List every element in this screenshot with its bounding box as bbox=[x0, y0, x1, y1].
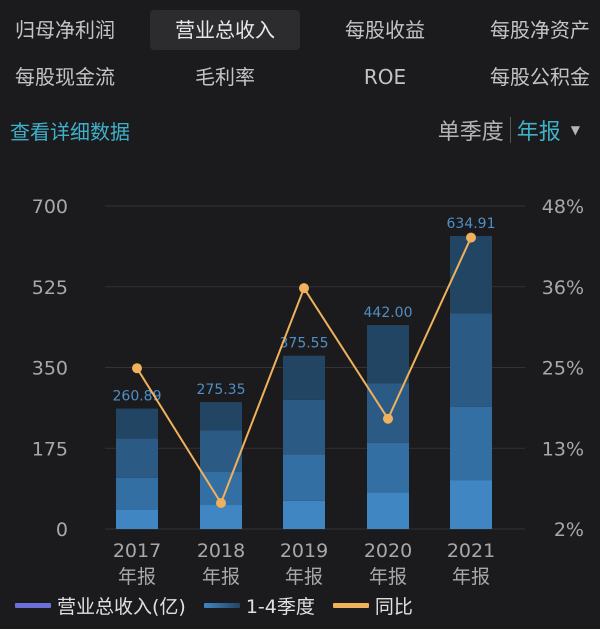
bar-segment-q3 bbox=[283, 399, 325, 455]
x-tick-suffix: 年报 bbox=[285, 566, 323, 588]
tab-4[interactable]: 每股现金流 bbox=[15, 65, 115, 89]
bar-total-label: 260.89 bbox=[113, 389, 162, 405]
tab-2[interactable]: 每股收益 bbox=[345, 18, 425, 42]
bar-segment-q3 bbox=[367, 383, 409, 443]
y-left-tick: 525 bbox=[32, 277, 68, 299]
view-detail-link[interactable]: 查看详细数据 bbox=[10, 120, 130, 144]
bar-segment-q1 bbox=[116, 509, 158, 529]
tab-3[interactable]: 每股净资产 bbox=[490, 18, 590, 42]
bar-segment-q4 bbox=[450, 236, 492, 314]
revenue-chart: 700 48% 525 36% 350 25% 175 13% 0 2% 260.89 2017 年报 2… bbox=[32, 196, 584, 588]
legend-swatch-quarters bbox=[203, 603, 240, 608]
y-left-tick: 175 bbox=[32, 438, 68, 460]
yoy-point bbox=[216, 498, 226, 509]
yoy-point bbox=[299, 283, 309, 294]
tab-7[interactable]: 每股公积金 bbox=[490, 65, 590, 89]
triangle-down-icon[interactable]: ▼ bbox=[570, 123, 580, 137]
y-left-tick: 700 bbox=[32, 196, 68, 218]
x-tick-suffix: 年报 bbox=[369, 566, 407, 588]
yoy-point bbox=[383, 413, 393, 424]
bar-segment-q4 bbox=[116, 408, 158, 439]
legend-swatch-revenue bbox=[15, 603, 51, 608]
x-tick-suffix: 年报 bbox=[202, 566, 240, 588]
y-left-tick: 350 bbox=[32, 358, 68, 380]
tab-0[interactable]: 归母净利润 bbox=[15, 18, 115, 42]
bar-segment-q2 bbox=[283, 454, 325, 501]
bar-segment-q3 bbox=[450, 313, 492, 407]
legend: 营业总收入(亿) 1-4季度 同比 bbox=[15, 592, 431, 619]
tab-6[interactable]: ROE bbox=[363, 65, 407, 89]
x-tick-year: 2020 bbox=[364, 540, 412, 562]
bar-segment-q4 bbox=[283, 355, 325, 400]
bar-segment-q1 bbox=[367, 492, 409, 529]
legend-item-yoy[interactable]: 同比 bbox=[332, 592, 413, 619]
bar-segment-q3 bbox=[116, 438, 158, 478]
bar-total-label: 634.91 bbox=[447, 216, 496, 232]
bar-segment-q2 bbox=[367, 442, 409, 493]
bar-segment-q2 bbox=[450, 406, 492, 481]
legend-item-revenue[interactable]: 营业总收入(亿) bbox=[15, 592, 186, 619]
bar-total-label: 275.35 bbox=[197, 382, 246, 398]
tab-1[interactable]: 营业总收入 bbox=[150, 10, 300, 50]
bar-total-label: 375.55 bbox=[280, 336, 329, 352]
yoy-point bbox=[466, 232, 476, 243]
x-tick-year: 2017 bbox=[113, 540, 161, 562]
y-left-tick: 0 bbox=[56, 519, 68, 541]
y-right-tick: 13% bbox=[542, 438, 584, 460]
y-right-tick: 2% bbox=[554, 519, 584, 541]
bar-total-label: 442.00 bbox=[364, 305, 413, 321]
bar-segment-q1 bbox=[283, 500, 325, 529]
bar-segment-q1 bbox=[450, 480, 492, 529]
y-right-tick: 48% bbox=[542, 196, 584, 218]
bar-segment-q2 bbox=[116, 477, 158, 510]
annual-option[interactable]: 年报 bbox=[516, 120, 561, 145]
x-tick-suffix: 年报 bbox=[118, 566, 156, 588]
bar-segment-q4 bbox=[367, 325, 409, 384]
bar-segment-q4 bbox=[200, 402, 242, 431]
legend-label: 1-4季度 bbox=[245, 596, 315, 618]
tab-5[interactable]: 毛利率 bbox=[195, 65, 255, 89]
y-right-tick: 36% bbox=[542, 277, 584, 299]
y-right-tick: 25% bbox=[542, 358, 584, 380]
divider bbox=[509, 117, 511, 143]
x-tick-year: 2019 bbox=[280, 540, 328, 562]
legend-label: 营业总收入(亿) bbox=[57, 596, 186, 618]
bar-segment-q1 bbox=[200, 505, 242, 529]
period-selector: 单季度 年报 ▼ bbox=[438, 114, 580, 146]
x-tick-suffix: 年报 bbox=[452, 566, 490, 588]
yoy-point bbox=[132, 363, 142, 374]
quarter-option[interactable]: 单季度 bbox=[437, 120, 504, 145]
legend-label: 同比 bbox=[374, 596, 413, 618]
legend-item-quarters[interactable]: 1-4季度 bbox=[203, 592, 315, 619]
legend-swatch-yoy bbox=[332, 603, 369, 608]
x-tick-year: 2021 bbox=[447, 540, 495, 562]
x-tick-year: 2018 bbox=[197, 540, 245, 562]
